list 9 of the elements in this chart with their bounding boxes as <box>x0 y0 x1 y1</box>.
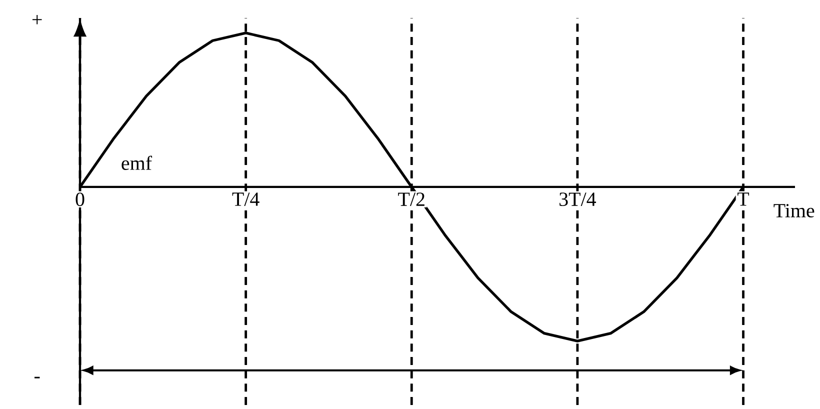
y-axis-title: emf <box>122 156 152 170</box>
x-tick-label: T/2 <box>398 192 424 206</box>
x-tick-label: T/4 <box>232 192 260 206</box>
x-tick-label: 3T/4 <box>560 192 596 206</box>
text: + <box>32 14 42 24</box>
x-tick-label: 0 <box>76 192 84 206</box>
x-tick-label: T <box>738 192 750 206</box>
x-axis-title: Time <box>774 204 814 218</box>
text: - <box>34 376 40 378</box>
